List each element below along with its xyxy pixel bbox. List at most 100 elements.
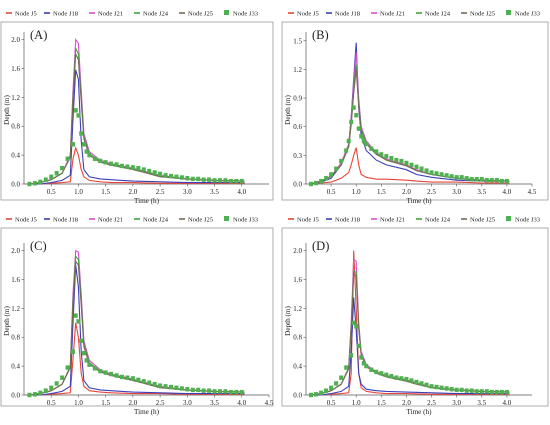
data-point — [449, 387, 454, 392]
data-point — [32, 392, 37, 397]
x-tick-label: 2.0 — [129, 188, 138, 196]
data-point — [346, 138, 351, 144]
data-point — [114, 162, 119, 167]
x-tick-label: 4.0 — [237, 399, 246, 407]
data-point — [361, 138, 366, 144]
series-line — [311, 250, 510, 396]
x-tick-label: 2.5 — [156, 399, 165, 407]
data-point — [152, 170, 157, 175]
data-point — [223, 178, 228, 183]
data-point — [419, 381, 424, 386]
x-tick-label: 2.0 — [402, 399, 411, 407]
data-point — [364, 141, 369, 147]
data-point — [499, 389, 504, 395]
series-line — [29, 69, 245, 185]
x-tick-label: 3.5 — [210, 399, 219, 407]
data-point — [212, 389, 217, 394]
data-point — [424, 168, 429, 173]
data-point — [201, 177, 206, 182]
data-point — [163, 173, 168, 178]
legend: Node J5 Node J18 Node J21 Node J24 Node J25 N… — [288, 10, 541, 18]
data-point — [356, 126, 361, 131]
data-point — [212, 178, 217, 183]
legend: Node J5 Node J18 Node J21 Node J24 Node J25 N… — [6, 10, 259, 18]
data-point — [359, 134, 364, 139]
legend-label: Node J24 — [143, 11, 169, 18]
data-point — [125, 164, 130, 169]
y-tick-label: 2.0 — [11, 247, 20, 255]
legend-swatch — [506, 10, 511, 15]
x-tick-label: 2.5 — [427, 188, 436, 196]
x-tick-label: 1.0 — [74, 188, 83, 196]
legend-label: Node J18 — [53, 217, 79, 224]
x-tick-label: 1.0 — [352, 188, 361, 196]
data-point — [374, 149, 379, 154]
data-point — [174, 174, 179, 179]
x-tick-label: 2.5 — [156, 188, 165, 196]
y-tick-label: 2.0 — [293, 247, 302, 255]
data-point — [369, 367, 374, 372]
data-point — [43, 177, 48, 182]
legend-swatch — [224, 10, 229, 15]
data-point — [459, 387, 464, 393]
data-point — [84, 358, 89, 363]
x-tick-label: 3.0 — [183, 399, 192, 407]
legend-label: Node J24 — [425, 11, 451, 18]
data-point — [379, 371, 384, 376]
legend: Node J5 Node J18 Node J21 Node J24 Node J25 N… — [6, 216, 259, 224]
legend-label: Node J25 — [470, 217, 496, 224]
panel-label: (B) — [312, 28, 329, 42]
chart-panel: Node J5 Node J18 Node J21 Node J24 Node J25 N… — [281, 216, 549, 416]
x-tick-label: 3.0 — [452, 188, 461, 196]
data-point — [389, 374, 394, 379]
data-point — [454, 175, 459, 180]
legend-label: Node J33 — [515, 217, 541, 224]
data-point — [319, 178, 324, 184]
series-markers — [27, 313, 244, 398]
data-point — [114, 373, 119, 378]
data-point — [79, 338, 84, 344]
x-tick-label: 4.5 — [265, 399, 274, 407]
x-axis-label: Time (h) — [406, 197, 432, 205]
data-point — [141, 167, 146, 172]
panel-label: (A) — [30, 28, 47, 42]
series-line — [29, 48, 245, 185]
legend-label: Node J33 — [233, 217, 259, 224]
data-point — [464, 176, 469, 181]
legend-label: Node J18 — [335, 217, 361, 224]
data-point — [73, 108, 78, 113]
y-tick-label: 0.6 — [293, 123, 302, 131]
series-line — [29, 53, 245, 185]
x-tick-label: 1.0 — [352, 399, 361, 407]
data-point — [239, 389, 244, 395]
y-axis-label: Depth (m) — [3, 306, 11, 336]
legend-label: Node J33 — [515, 11, 541, 18]
data-point — [399, 376, 404, 381]
data-point — [351, 320, 356, 326]
y-tick-label: 1.2 — [293, 305, 302, 313]
data-point — [120, 163, 124, 169]
data-point — [344, 365, 349, 370]
data-point — [319, 390, 324, 396]
data-point — [65, 156, 70, 161]
data-point — [309, 392, 314, 398]
data-point — [424, 382, 429, 388]
data-point — [479, 389, 484, 394]
data-point — [494, 177, 499, 183]
x-tick-label: 0.5 — [47, 188, 56, 196]
data-point — [103, 160, 108, 165]
data-point — [444, 173, 449, 178]
legend-label: Node J18 — [53, 11, 79, 18]
data-point — [98, 368, 103, 374]
data-point — [190, 387, 195, 393]
data-point — [361, 361, 366, 366]
data-point — [54, 381, 59, 386]
data-point — [196, 176, 201, 182]
data-point — [314, 180, 319, 186]
chart-panel: Node J5 Node J18 Node J21 Node J24 Node J25 N… — [281, 10, 549, 205]
y-tick-label: 0.4 — [11, 152, 20, 160]
data-point — [449, 174, 454, 179]
legend-label: Node J25 — [188, 217, 214, 224]
data-point — [394, 375, 399, 380]
legend-label: Node J21 — [98, 11, 123, 18]
